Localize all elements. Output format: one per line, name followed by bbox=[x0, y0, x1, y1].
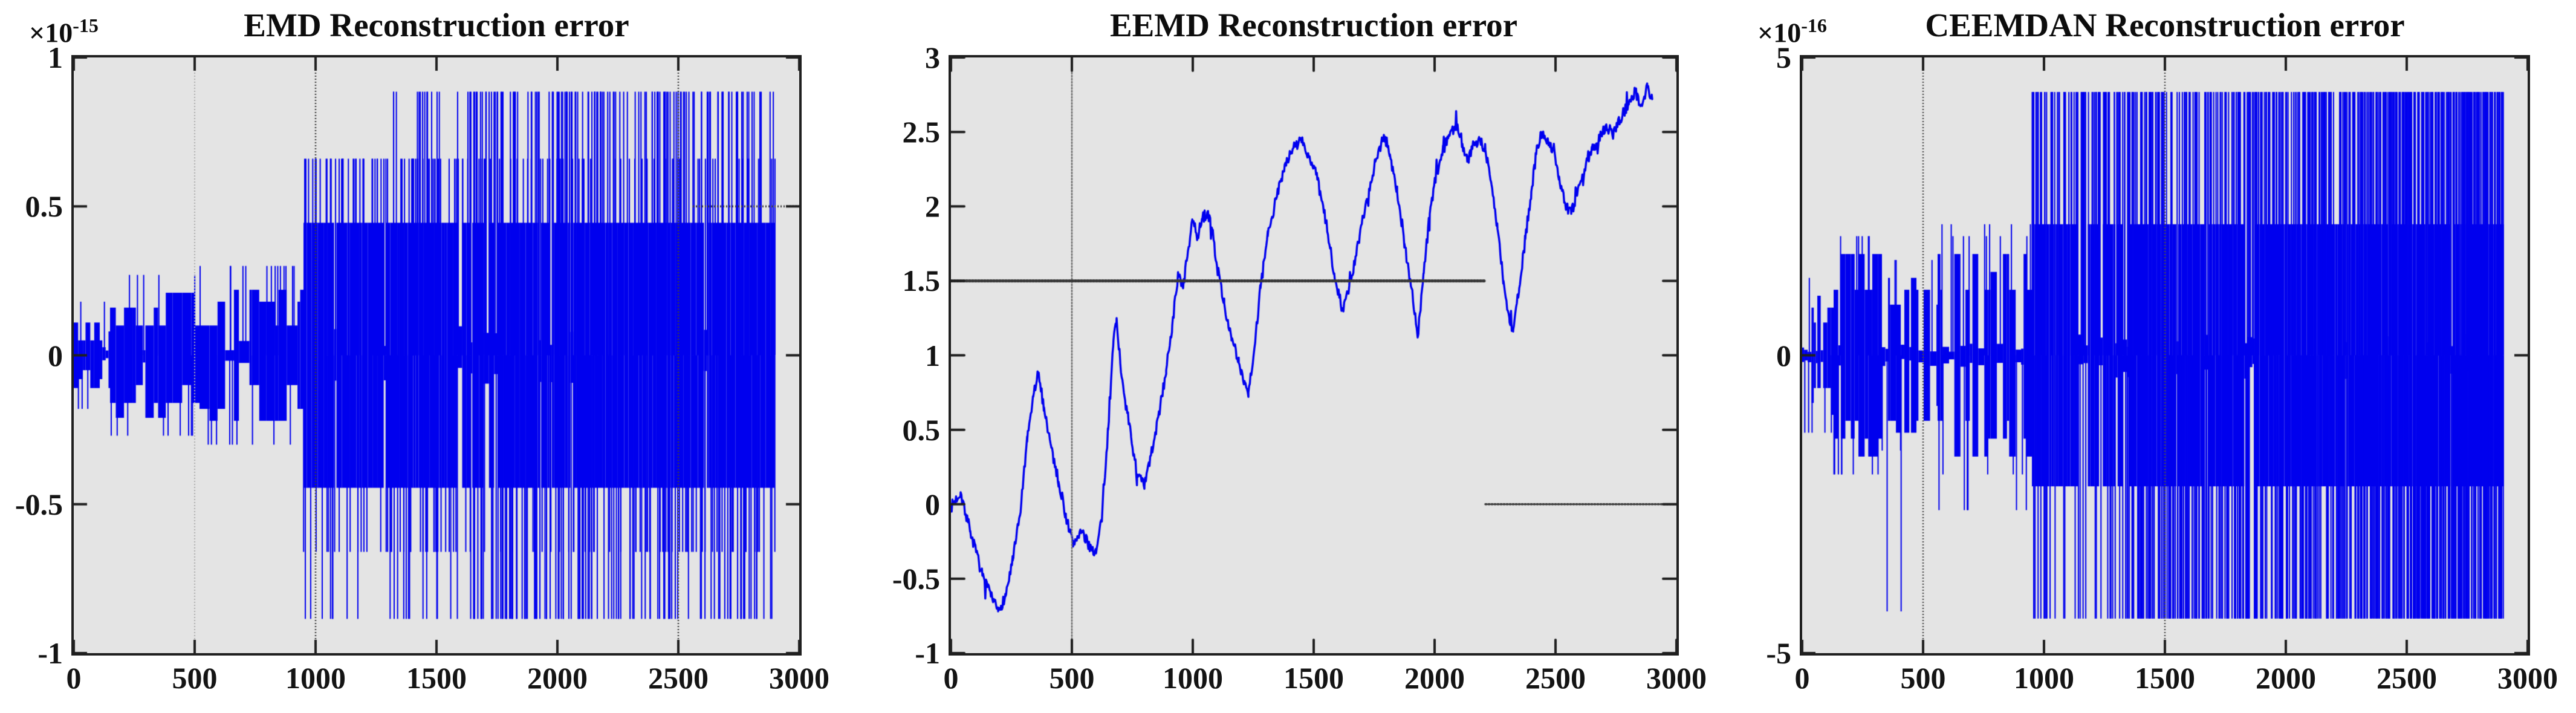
x-tick-label: 0 bbox=[1794, 661, 1810, 695]
y-tick-label: -1 bbox=[37, 636, 63, 670]
x-tick-label: 500 bbox=[172, 661, 218, 695]
x-tick-label: 2500 bbox=[648, 661, 709, 695]
y-tick-label: 0 bbox=[48, 338, 63, 373]
y-tick-label: 1 bbox=[48, 41, 63, 74]
x-tick-label: 2000 bbox=[527, 661, 588, 695]
x-tick-label: 2500 bbox=[2376, 661, 2437, 695]
chart-title: EEMD Reconstruction error bbox=[1109, 7, 1518, 44]
chart-title: EMD Reconstruction error bbox=[244, 7, 629, 44]
x-tick-label: 1000 bbox=[2014, 661, 2074, 695]
ceemdan-plot-canvas bbox=[1802, 57, 2528, 653]
exponent-power: -16 bbox=[1801, 15, 1827, 36]
emd-axes-frame bbox=[71, 55, 802, 656]
x-tick-label: 2000 bbox=[2256, 661, 2316, 695]
ceemdan-axes-frame bbox=[1800, 55, 2530, 656]
y-tick-label: 2 bbox=[925, 189, 940, 224]
x-tick-label: 1500 bbox=[406, 661, 467, 695]
x-tick-label: 1000 bbox=[1163, 661, 1223, 695]
x-tick-label: 1500 bbox=[1283, 661, 1344, 695]
y-tick-label: -0.5 bbox=[15, 487, 63, 521]
x-tick-label: 500 bbox=[1049, 661, 1095, 695]
x-tick-label: 500 bbox=[1900, 661, 1946, 695]
y-tick-label: 1 bbox=[925, 338, 940, 373]
x-tick-label: 0 bbox=[943, 661, 959, 695]
y-tick-label: -5 bbox=[1766, 636, 1791, 670]
y-tick-label: 0 bbox=[925, 487, 940, 521]
y-tick-label: 0 bbox=[1776, 338, 1791, 373]
x-tick-label: 3000 bbox=[1646, 661, 1707, 695]
y-tick-label: 5 bbox=[1776, 41, 1791, 74]
x-tick-label: 0 bbox=[66, 661, 82, 695]
x-tick-label: 1000 bbox=[285, 661, 346, 695]
x-tick-label: 2500 bbox=[1525, 661, 1586, 695]
exponent-power: -15 bbox=[73, 15, 99, 36]
y-tick-label: -0.5 bbox=[892, 561, 940, 596]
y-tick-label: 1.5 bbox=[902, 264, 941, 298]
y-tick-label: 0.5 bbox=[25, 189, 63, 224]
eemd-axes-frame bbox=[949, 55, 1679, 656]
chart-title: CEEMDAN Reconstruction error bbox=[1925, 7, 2405, 44]
y-tick-label: 3 bbox=[925, 41, 940, 74]
x-tick-label: 3000 bbox=[2497, 661, 2558, 695]
x-tick-label: 1500 bbox=[2135, 661, 2195, 695]
y-tick-label: 2.5 bbox=[902, 115, 941, 149]
y-tick-label: 0.5 bbox=[902, 412, 941, 447]
x-tick-label: 2000 bbox=[1404, 661, 1465, 695]
emd-plot-canvas bbox=[74, 57, 799, 653]
x-tick-label: 3000 bbox=[769, 661, 829, 695]
eemd-plot-canvas bbox=[951, 57, 1676, 653]
y-tick-label: -1 bbox=[915, 636, 940, 670]
